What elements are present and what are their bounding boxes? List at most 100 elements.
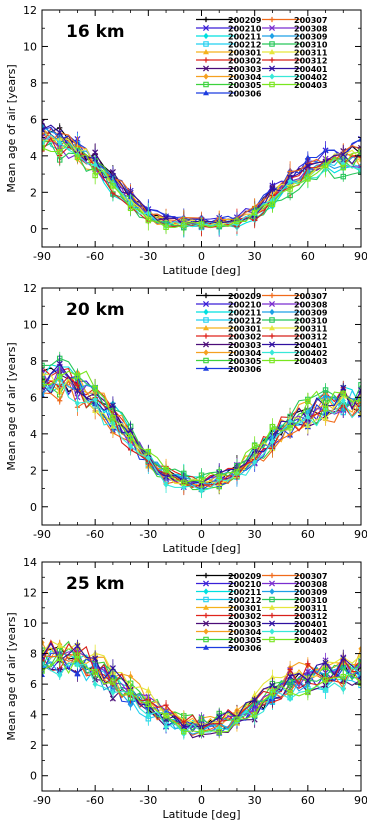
data-point-200403 — [74, 373, 81, 379]
data-point-200310 — [42, 362, 45, 369]
data-point-200311 — [358, 156, 361, 162]
y-tick-label: 14 — [23, 556, 37, 569]
data-point-200403 — [269, 201, 276, 207]
legend-marker-200212 — [203, 41, 209, 47]
data-point-200401 — [180, 723, 187, 730]
data-point-200403 — [181, 728, 187, 735]
legend-marker-200210 — [202, 580, 210, 587]
data-point-200403 — [322, 405, 329, 412]
data-point-200403 — [287, 186, 293, 192]
legend-marker-200210 — [202, 24, 210, 32]
data-point-200312 — [74, 382, 81, 388]
x-tick-label: -60 — [86, 250, 104, 263]
legend-label-200301: 200301 — [228, 604, 262, 613]
y-tick-label: 10 — [23, 40, 37, 53]
legend-label-200306: 200306 — [228, 90, 262, 99]
data-point-200401 — [304, 162, 311, 169]
legend-label-200402: 200402 — [294, 349, 327, 358]
legend-label-200311: 200311 — [294, 604, 328, 613]
series-line-200210 — [42, 126, 361, 224]
legend-label-200308: 200308 — [294, 580, 328, 589]
series-group — [42, 117, 361, 238]
data-point-200402 — [287, 418, 293, 425]
legend: 2002092002102002112002122003012003022003… — [196, 292, 328, 374]
data-point-200403 — [56, 148, 63, 155]
data-point-200403 — [234, 716, 240, 723]
data-point-200402 — [57, 672, 63, 679]
x-tick-label: -90 — [33, 250, 51, 263]
legend-label-200211: 200211 — [228, 309, 262, 318]
data-point-200402 — [57, 139, 63, 146]
data-point-200403 — [92, 386, 98, 392]
legend-marker-200309 — [269, 308, 275, 316]
data-point-200402 — [287, 178, 293, 185]
legend-label-200402: 200402 — [294, 73, 327, 82]
data-point-200401 — [322, 659, 329, 666]
legend-label-200308: 200308 — [294, 301, 328, 310]
data-point-200403 — [234, 218, 240, 224]
data-point-200403 — [287, 689, 293, 696]
data-point-200401 — [269, 185, 276, 192]
legend: 2002092002102002112002122003012003022003… — [196, 16, 328, 99]
legend-label-200401: 200401 — [294, 620, 328, 629]
y-tick-label: 2 — [30, 464, 37, 477]
data-point-200401 — [109, 665, 116, 672]
data-point-200402 — [92, 681, 98, 688]
legend-marker-200301 — [203, 325, 209, 331]
legend-marker-200308 — [268, 24, 276, 32]
data-point-200403 — [340, 164, 347, 171]
legend-label-200302: 200302 — [228, 57, 261, 66]
data-point-200403 — [74, 154, 81, 161]
data-point-200401 — [287, 673, 294, 680]
legend-marker-200307 — [269, 292, 275, 299]
legend-label-200401: 200401 — [294, 341, 328, 350]
data-point-200401 — [92, 655, 99, 662]
x-tick-label: -30 — [139, 528, 157, 541]
legend-label-200402: 200402 — [294, 628, 327, 637]
legend-marker-200209 — [203, 572, 209, 579]
legend-label-200305: 200305 — [228, 636, 262, 645]
legend-marker-200304 — [203, 73, 209, 80]
data-point-200401 — [163, 214, 170, 221]
data-point-200403 — [269, 690, 276, 696]
data-point-200401 — [127, 427, 134, 434]
legend-label-200403: 200403 — [294, 636, 327, 645]
data-point-200403 — [127, 689, 134, 695]
legend-marker-200311 — [269, 604, 275, 610]
data-point-200312 — [42, 148, 45, 154]
legend-marker-200403 — [269, 81, 275, 88]
legend-label-200211: 200211 — [228, 588, 262, 597]
data-point-200401 — [74, 387, 81, 395]
series-group — [42, 351, 361, 499]
data-point-200403 — [269, 424, 276, 430]
x-axis-label: Latitude [deg] — [162, 542, 240, 555]
y-tick-label: 12 — [23, 4, 37, 17]
x-tick-label: -60 — [86, 528, 104, 541]
legend-marker-200305 — [203, 81, 209, 88]
data-point-200402 — [252, 458, 258, 466]
data-point-200402 — [358, 166, 361, 173]
y-tick-label: 0 — [30, 223, 37, 236]
legend-label-200307: 200307 — [294, 16, 327, 25]
legend-marker-200402 — [269, 349, 275, 356]
data-point-200401 — [56, 360, 63, 367]
x-tick-label: 0 — [198, 250, 205, 263]
x-tick-label: -30 — [139, 250, 157, 263]
y-tick-label: 12 — [23, 587, 37, 600]
legend-marker-200308 — [268, 580, 276, 587]
data-point-200403 — [56, 655, 63, 662]
data-point-200403 — [145, 217, 152, 224]
data-point-200401 — [42, 653, 46, 660]
legend-label-200307: 200307 — [294, 572, 327, 581]
data-point-200305 — [42, 139, 45, 145]
legend-label-200209: 200209 — [228, 16, 262, 25]
legend-marker-200302 — [203, 612, 209, 619]
legend-label-200210: 200210 — [228, 25, 262, 34]
legend-marker-200305 — [203, 357, 209, 364]
series-line-200403 — [42, 370, 361, 483]
y-tick-label: 10 — [23, 318, 37, 331]
legend-marker-200211 — [203, 32, 209, 40]
legend-marker-200304 — [203, 628, 209, 635]
legend-marker-200209 — [203, 292, 209, 299]
legend-label-200308: 200308 — [294, 25, 328, 34]
